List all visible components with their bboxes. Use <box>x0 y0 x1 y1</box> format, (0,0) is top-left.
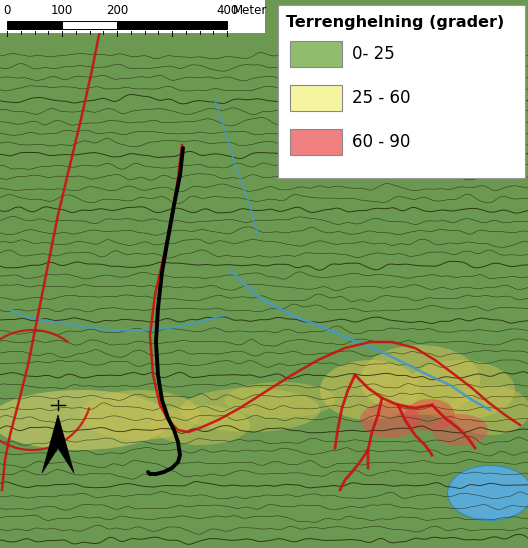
Bar <box>117 21 227 29</box>
Ellipse shape <box>360 402 420 438</box>
Text: Terrenghelning (grader): Terrenghelning (grader) <box>286 15 504 31</box>
Bar <box>290 41 342 67</box>
Ellipse shape <box>225 382 335 418</box>
Ellipse shape <box>405 399 455 431</box>
Ellipse shape <box>0 390 170 450</box>
Text: 0- 25: 0- 25 <box>352 45 395 63</box>
Text: Meter: Meter <box>233 4 267 17</box>
Bar <box>290 129 342 155</box>
Ellipse shape <box>448 465 528 521</box>
Ellipse shape <box>360 345 480 415</box>
Polygon shape <box>42 415 74 473</box>
Bar <box>62 21 117 29</box>
Text: 400: 400 <box>216 4 238 17</box>
Text: 25 - 60: 25 - 60 <box>352 89 410 107</box>
Text: 200: 200 <box>106 4 128 17</box>
Ellipse shape <box>150 405 250 445</box>
Text: 60 - 90: 60 - 90 <box>352 133 410 151</box>
Bar <box>290 85 342 111</box>
Text: 100: 100 <box>51 4 73 17</box>
Ellipse shape <box>80 390 200 440</box>
Ellipse shape <box>320 360 420 420</box>
Text: 0: 0 <box>3 4 11 17</box>
Ellipse shape <box>180 388 320 432</box>
Ellipse shape <box>405 360 515 420</box>
Ellipse shape <box>432 414 488 446</box>
Bar <box>0 0 265 33</box>
Ellipse shape <box>450 385 528 435</box>
Bar <box>7 21 62 29</box>
Bar <box>278 5 525 178</box>
